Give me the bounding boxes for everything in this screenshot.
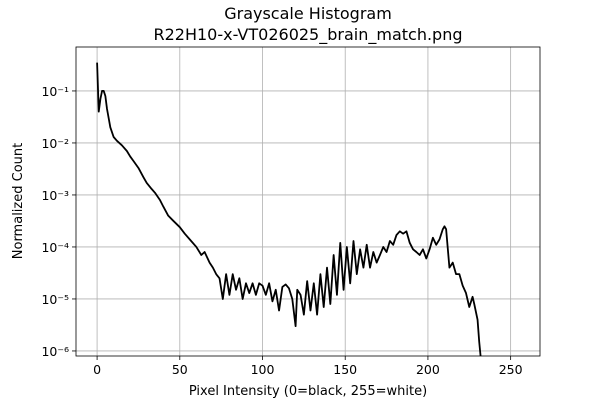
- x-tick-label: 0: [93, 362, 101, 377]
- y-axis-label: Normalized Count: [11, 143, 26, 259]
- x-tick-label: 150: [333, 362, 357, 377]
- x-tick-label: 50: [172, 362, 188, 377]
- x-axis-label: Pixel Intensity (0=black, 255=white): [189, 384, 427, 399]
- x-tick-label: 200: [416, 362, 440, 377]
- plot-frame: [75, 46, 541, 357]
- y-tick-label: 10⁻¹: [41, 84, 69, 99]
- y-tick-label: 10⁻²: [41, 136, 69, 151]
- chart-title: Grayscale Histogram: [224, 4, 392, 23]
- y-tick-label: 10⁻⁵: [41, 292, 69, 307]
- y-tick-label: 10⁻⁴: [41, 240, 69, 255]
- data-line: [96, 62, 482, 356]
- y-tick-label: 10⁻³: [41, 188, 69, 203]
- chart-subtitle: R22H10-x-VT026025_brain_match.png: [153, 25, 462, 45]
- y-tick-label: 10⁻⁶: [41, 344, 69, 359]
- x-tick-label: 100: [251, 362, 275, 377]
- x-tick-label: 250: [499, 362, 523, 377]
